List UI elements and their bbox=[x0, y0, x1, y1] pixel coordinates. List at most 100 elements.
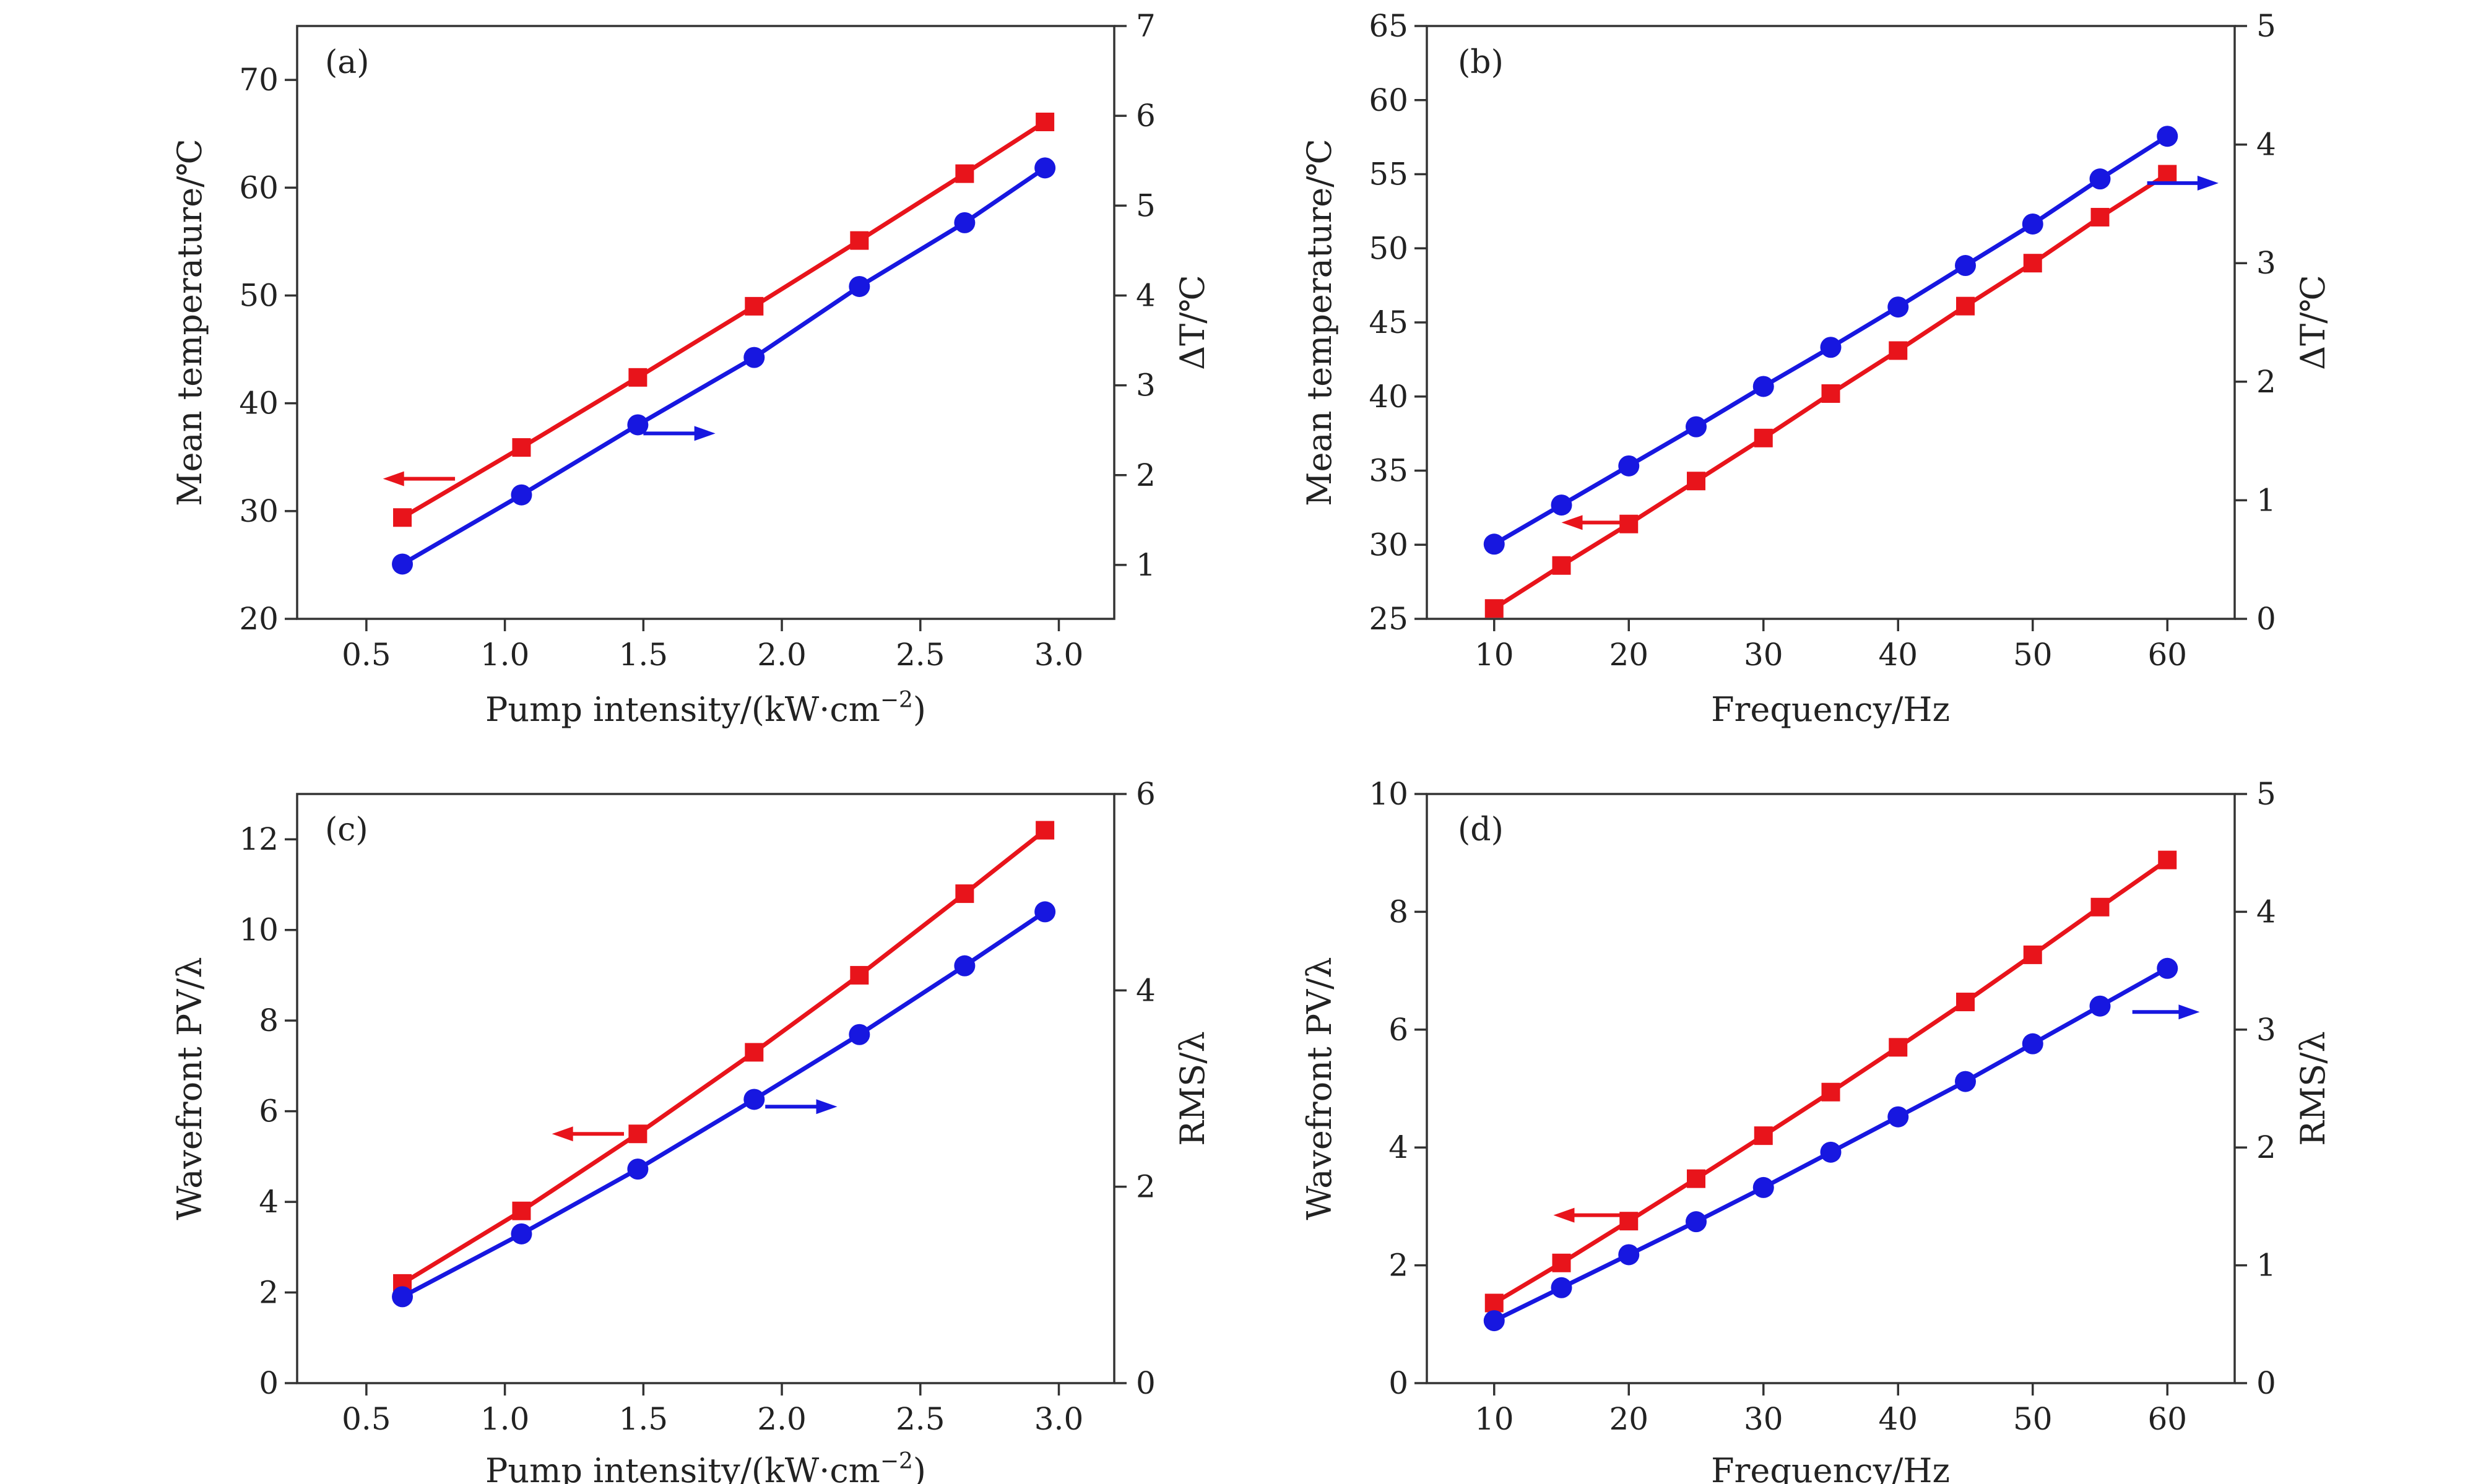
right-y-tick-label: 4 bbox=[2256, 127, 2276, 163]
x-axis-label: Frequency/Hz bbox=[1711, 1451, 1950, 1484]
left-y-tick-label: 60 bbox=[239, 170, 279, 205]
data-point-circle bbox=[511, 484, 532, 506]
data-point-square bbox=[745, 1043, 764, 1062]
x-tick-label: 30 bbox=[1744, 1401, 1783, 1437]
right-y-axis-label: ΔT/℃ bbox=[1173, 275, 1212, 370]
right-y-tick-label: 3 bbox=[1136, 368, 1156, 403]
data-point-circle bbox=[1955, 1071, 1976, 1092]
data-point-square bbox=[2023, 254, 2042, 273]
data-point-circle bbox=[2022, 213, 2043, 235]
right-y-tick-label: 6 bbox=[1136, 98, 1156, 134]
right-y-tick-label: 1 bbox=[2256, 482, 2276, 518]
data-point-circle bbox=[627, 1158, 649, 1180]
left-y-ticks: 25 30 35 40 45 50 55 60 65 bbox=[1369, 8, 1427, 637]
left-y-tick-label: 4 bbox=[1388, 1129, 1408, 1165]
x-tick-label: 30 bbox=[1744, 637, 1783, 673]
right-y-axis-label: ΔT/℃ bbox=[2293, 275, 2332, 370]
right-y-tick-label: 4 bbox=[2256, 894, 2276, 930]
data-point-square bbox=[1889, 341, 1908, 360]
x-tick-label: 2.5 bbox=[896, 637, 945, 673]
left-y-tick-label: 20 bbox=[239, 601, 279, 637]
data-point-circle bbox=[1618, 1244, 1640, 1266]
x-tick-label: 1.0 bbox=[480, 1401, 530, 1437]
data-point-circle bbox=[392, 553, 414, 575]
data-point-circle bbox=[954, 955, 976, 977]
right-y-tick-label: 0 bbox=[2256, 1365, 2276, 1401]
data-point-circle bbox=[511, 1223, 532, 1245]
right-y-tick-label: 0 bbox=[1136, 1365, 1156, 1401]
left-y-tick-label: 4 bbox=[259, 1184, 279, 1220]
left-y-tick-label: 12 bbox=[239, 821, 279, 857]
data-point-circle bbox=[1752, 376, 1774, 397]
plot-frame bbox=[296, 793, 1115, 1384]
data-point-square bbox=[1956, 993, 1975, 1012]
data-point-circle bbox=[392, 1286, 414, 1308]
right-y-tick-label: 4 bbox=[1136, 277, 1156, 313]
data-point-square bbox=[2023, 945, 2042, 964]
left-y-tick-label: 2 bbox=[1388, 1248, 1408, 1283]
data-point-square bbox=[850, 965, 869, 985]
data-point-square bbox=[2158, 165, 2177, 184]
left-y-tick-label: 0 bbox=[259, 1365, 279, 1401]
x-tick-label: 50 bbox=[2013, 637, 2053, 673]
x-tick-label: 20 bbox=[1609, 637, 1648, 673]
data-point-circle bbox=[2157, 126, 2178, 147]
data-point-circle bbox=[1686, 1211, 1707, 1233]
x-tick-label: 1.5 bbox=[619, 637, 669, 673]
data-point-square bbox=[1889, 1038, 1908, 1057]
right-y-tick-label: 6 bbox=[1136, 776, 1156, 812]
data-point-circle bbox=[1483, 1310, 1505, 1332]
data-point-square bbox=[1821, 384, 1840, 403]
series-line-red bbox=[1492, 858, 2169, 1305]
x-tick-label: 2.0 bbox=[757, 1401, 807, 1437]
left-y-axis-label: Wavefront PV/λ bbox=[1300, 957, 1339, 1220]
series-line-red bbox=[401, 120, 1047, 520]
data-point-circle bbox=[1955, 255, 1976, 277]
data-point-circle bbox=[849, 275, 870, 297]
left-y-tick-label: 2 bbox=[259, 1275, 279, 1311]
right-y-tick-label: 5 bbox=[2256, 776, 2276, 812]
x-tick-label: 2.5 bbox=[896, 1401, 945, 1437]
left-y-tick-label: 60 bbox=[1369, 82, 1408, 118]
right-y-tick-label: 2 bbox=[1136, 1169, 1156, 1205]
data-point-circle bbox=[2089, 995, 2111, 1017]
x-ticks: 10 20 30 40 50 60 bbox=[1475, 1383, 2187, 1437]
x-ticks: 10 20 30 40 50 60 bbox=[1475, 619, 2187, 673]
data-point-square bbox=[1619, 514, 1639, 533]
data-point-square bbox=[1687, 472, 1705, 491]
left-y-tick-label: 25 bbox=[1369, 601, 1408, 637]
left-y-tick-label: 30 bbox=[239, 493, 279, 529]
arrow-right-icon bbox=[2147, 175, 2219, 191]
left-y-tick-label: 65 bbox=[1369, 8, 1408, 44]
data-point-square bbox=[393, 508, 412, 527]
panel-label: (a) bbox=[325, 44, 370, 81]
left-y-tick-label: 10 bbox=[239, 912, 279, 948]
right-y-tick-label: 1 bbox=[2256, 1248, 2276, 1283]
left-y-tick-label: 0 bbox=[1388, 1365, 1408, 1401]
series-line-blue bbox=[401, 166, 1047, 566]
left-y-tick-label: 50 bbox=[239, 277, 279, 313]
data-point-square bbox=[2090, 897, 2110, 917]
left-y-ticks: 0 2 4 6 8 10 12 bbox=[239, 821, 297, 1401]
data-point-square bbox=[1754, 428, 1773, 447]
data-point-square bbox=[955, 164, 974, 183]
data-point-square bbox=[1552, 556, 1571, 575]
data-point-circle bbox=[743, 347, 765, 368]
panel-label: (d) bbox=[1458, 811, 1504, 848]
x-tick-label: 0.5 bbox=[342, 1401, 391, 1437]
left-y-tick-label: 6 bbox=[259, 1094, 279, 1129]
right-y-axis-label: RMS/λ bbox=[1173, 1031, 1212, 1145]
data-point-circle bbox=[1820, 1141, 1842, 1163]
left-y-ticks: 20 30 40 50 60 70 bbox=[239, 62, 297, 637]
x-tick-label: 1.0 bbox=[480, 637, 530, 673]
data-point-circle bbox=[1686, 416, 1707, 438]
left-y-tick-label: 45 bbox=[1369, 304, 1408, 340]
data-point-circle bbox=[627, 414, 649, 436]
left-y-tick-label: 40 bbox=[1369, 379, 1408, 415]
arrow-left-icon bbox=[1561, 515, 1622, 530]
x-tick-label: 50 bbox=[2013, 1401, 2053, 1437]
data-point-square bbox=[1036, 113, 1055, 132]
right-y-tick-label: 1 bbox=[1136, 547, 1156, 583]
right-y-tick-label: 2 bbox=[1136, 457, 1156, 493]
